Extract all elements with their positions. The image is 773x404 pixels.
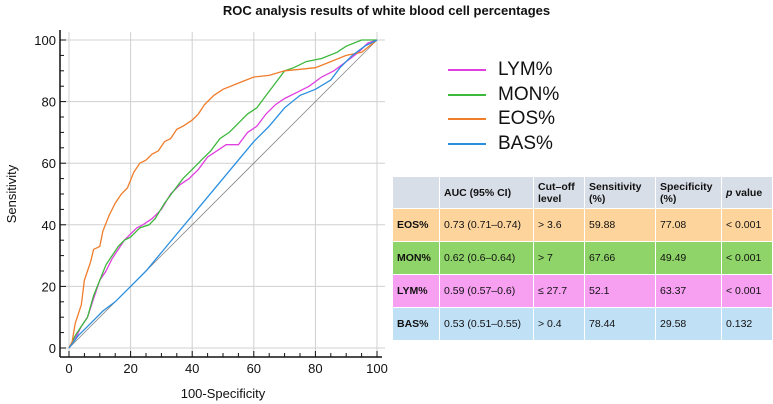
header-cell: Specificity (%) <box>656 177 721 208</box>
roc-results-table: AUC (95% CI) Cut–off level Sensitivity (… <box>392 176 773 341</box>
cell-specificity: 29.58 <box>656 308 721 340</box>
cell-specificity: 63.37 <box>656 275 721 307</box>
x-tick-label: 0 <box>65 361 72 376</box>
header-cell-p-value: p value <box>722 177 772 208</box>
cell-sensitivity: 78.44 <box>585 308 655 340</box>
cell-sensitivity: 67.66 <box>585 242 655 274</box>
x-tick-label: 60 <box>247 361 261 376</box>
legend-swatch <box>448 69 486 72</box>
legend: LYM% MON% EOS% BAS% <box>448 58 559 156</box>
series-line-lym <box>68 39 378 349</box>
cell-label: BAS% <box>393 308 439 340</box>
legend-label: BAS% <box>498 132 553 154</box>
legend-item-eos: EOS% <box>448 107 559 132</box>
y-tick-label: 80 <box>42 95 56 110</box>
cell-auc: 0.53 (0.51–0.55) <box>440 308 533 340</box>
cell-specificity: 77.08 <box>656 209 721 241</box>
cell-sensitivity: 52.1 <box>585 275 655 307</box>
legend-label: EOS% <box>498 108 556 130</box>
cell-p: < 0.001 <box>722 209 772 241</box>
cell-auc: 0.73 (0.71–0.74) <box>440 209 533 241</box>
series-line-bas <box>68 39 378 349</box>
legend-label: LYM% <box>498 59 553 81</box>
cell-label: LYM% <box>393 275 439 307</box>
legend-label: MON% <box>498 83 560 105</box>
x-axis-label: 100-Specificity <box>181 386 266 401</box>
cell-p: < 0.001 <box>722 242 772 274</box>
cell-specificity: 49.49 <box>656 242 721 274</box>
chart-title: ROC analysis results of white blood cell… <box>222 3 551 18</box>
table-row-bas: BAS% 0.53 (0.51–0.55) > 0.4 78.44 29.58 0.132 <box>393 308 772 340</box>
table-header-row: AUC (95% CI) Cut–off level Sensitivity (… <box>393 177 772 208</box>
cell-sensitivity: 59.88 <box>585 209 655 241</box>
table-row-lym: LYM% 0.59 (0.57–0.6) ≤ 27.7 52.1 63.37 < 0.00… <box>393 275 772 307</box>
cell-label: MON% <box>393 242 439 274</box>
y-tick-label: 60 <box>42 156 56 171</box>
x-tick-label: 100 <box>366 361 388 376</box>
header-cell: AUC (95% CI) <box>440 177 533 208</box>
series-line-mon <box>68 39 377 349</box>
cell-auc: 0.59 (0.57–0.6) <box>440 275 533 307</box>
y-tick-label: 0 <box>49 341 56 356</box>
cell-cutoff: > 3.6 <box>534 209 584 241</box>
legend-item-bas: BAS% <box>448 132 559 157</box>
cell-cutoff: > 7 <box>534 242 584 274</box>
legend-item-lym: LYM% <box>448 58 559 83</box>
cell-p: < 0.001 <box>722 275 772 307</box>
header-cell: Cut–off level <box>534 177 584 208</box>
cell-auc: 0.62 (0.6–0.64) <box>440 242 533 274</box>
table-row-eos: EOS% 0.73 (0.71–0.74) > 3.6 59.88 77.08 < 0.0… <box>393 209 772 241</box>
legend-item-mon: MON% <box>448 83 559 108</box>
cell-label: EOS% <box>393 209 439 241</box>
x-tick-label: 20 <box>123 361 137 376</box>
header-cell <box>393 177 439 208</box>
table-row-mon: MON% 0.62 (0.6–0.64) > 7 67.66 49.49 < 0.001 <box>393 242 772 274</box>
y-tick-label: 40 <box>42 218 56 233</box>
legend-swatch <box>448 93 486 96</box>
x-tick-label: 40 <box>185 361 199 376</box>
header-cell: Sensitivity (%) <box>585 177 655 208</box>
y-tick-label: 100 <box>34 33 56 48</box>
cell-p: 0.132 <box>722 308 772 340</box>
y-axis-label: Sensitivity <box>4 164 19 223</box>
cell-cutoff: ≤ 27.7 <box>534 275 584 307</box>
legend-swatch <box>448 118 486 121</box>
legend-swatch <box>448 142 486 145</box>
cell-cutoff: > 0.4 <box>534 308 584 340</box>
x-tick-label: 80 <box>308 361 322 376</box>
y-tick-label: 20 <box>42 279 56 294</box>
series-line-eos <box>68 39 378 349</box>
